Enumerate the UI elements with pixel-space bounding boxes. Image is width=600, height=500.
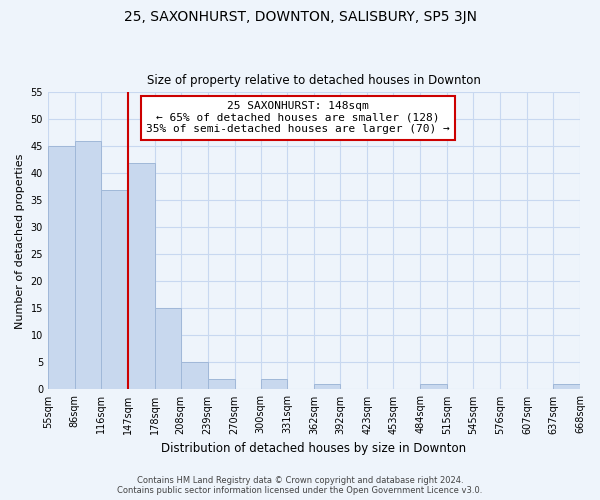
Text: 25, SAXONHURST, DOWNTON, SALISBURY, SP5 3JN: 25, SAXONHURST, DOWNTON, SALISBURY, SP5 … — [124, 10, 476, 24]
Bar — [181, 362, 208, 390]
X-axis label: Distribution of detached houses by size in Downton: Distribution of detached houses by size … — [161, 442, 467, 455]
Text: Contains HM Land Registry data © Crown copyright and database right 2024.
Contai: Contains HM Land Registry data © Crown c… — [118, 476, 482, 495]
Bar — [208, 378, 235, 390]
Bar — [101, 190, 128, 390]
Bar — [128, 162, 155, 390]
Title: Size of property relative to detached houses in Downton: Size of property relative to detached ho… — [147, 74, 481, 87]
Y-axis label: Number of detached properties: Number of detached properties — [15, 153, 25, 328]
Bar — [48, 146, 75, 390]
Bar — [75, 141, 101, 390]
Bar — [553, 384, 580, 390]
Bar — [260, 378, 287, 390]
Bar — [155, 308, 181, 390]
Bar — [420, 384, 447, 390]
Bar — [314, 384, 340, 390]
Text: 25 SAXONHURST: 148sqm
← 65% of detached houses are smaller (128)
35% of semi-det: 25 SAXONHURST: 148sqm ← 65% of detached … — [146, 101, 450, 134]
